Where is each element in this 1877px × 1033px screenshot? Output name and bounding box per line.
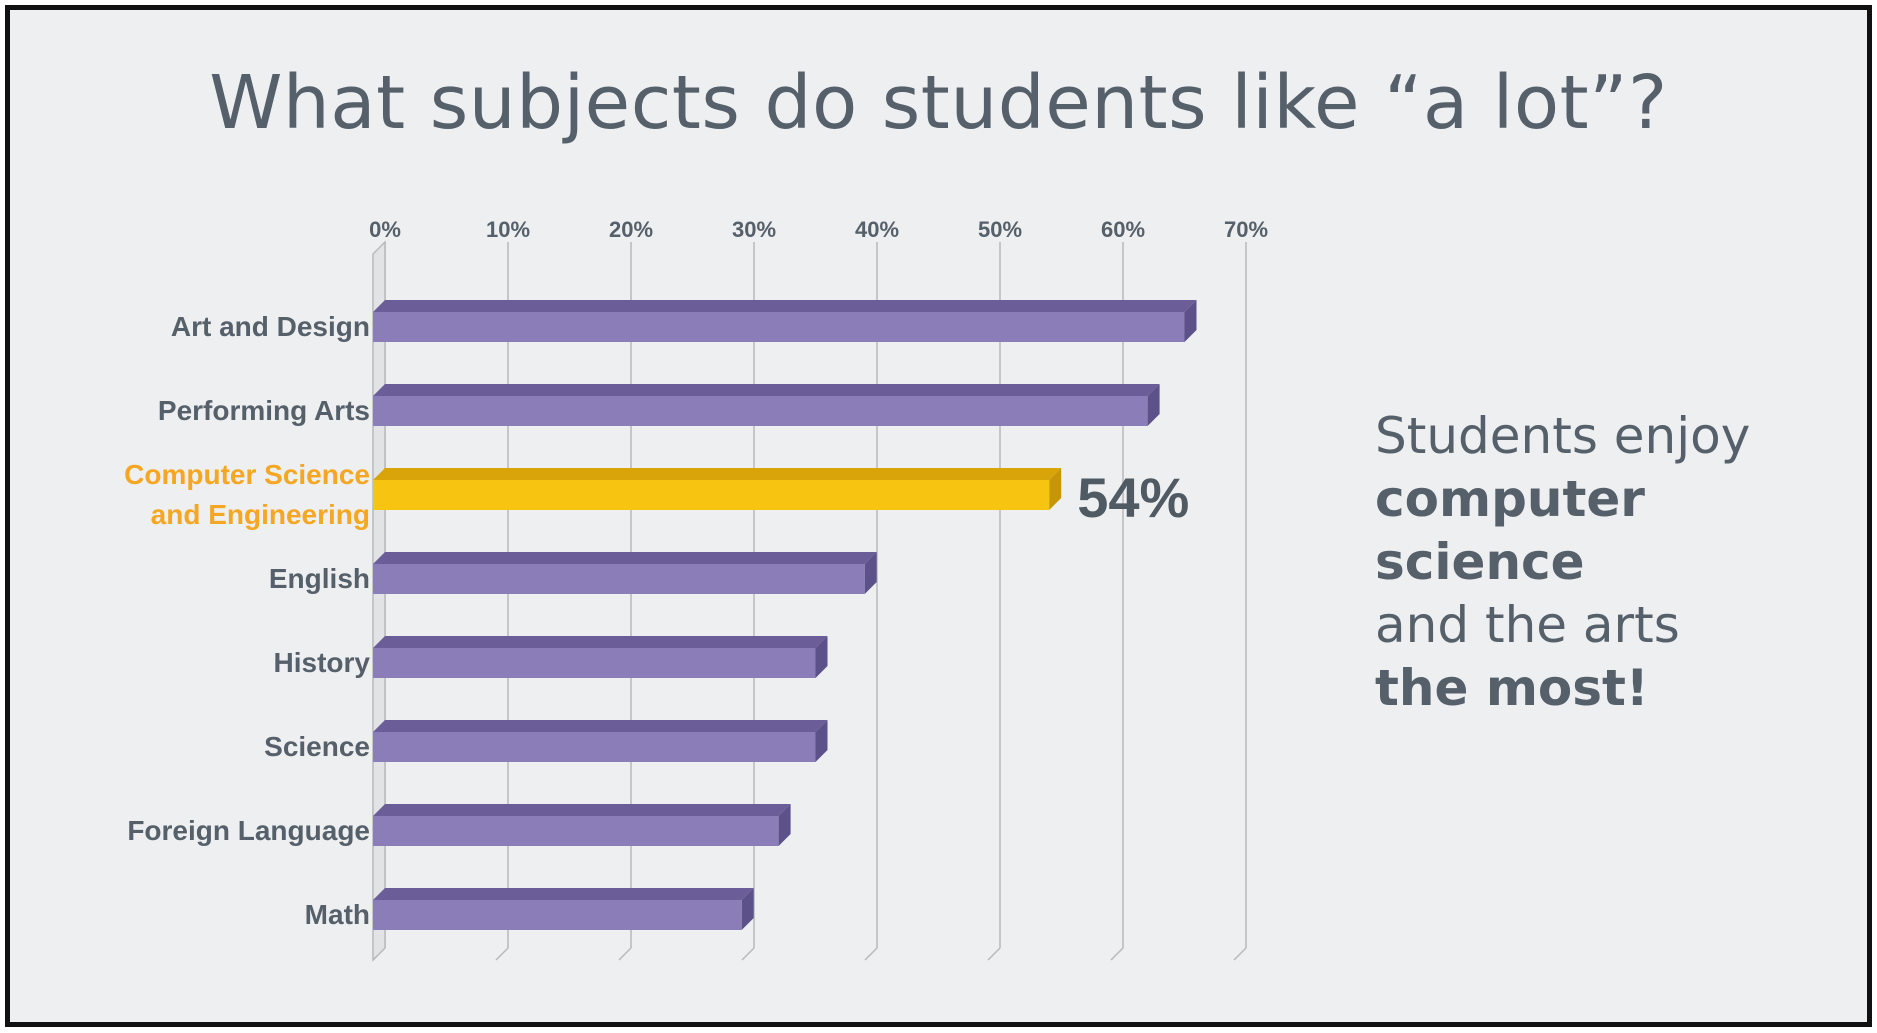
bar-end	[815, 636, 828, 678]
bar-end	[815, 720, 828, 762]
category-label-line: Computer Science	[124, 459, 370, 490]
bar-top	[373, 636, 828, 648]
callout-text: Students enjoy computer science and the …	[1375, 405, 1750, 720]
bar-top	[373, 552, 877, 564]
gridline-foot	[495, 947, 509, 961]
bar-chart: 0% 10% 20% 30% 40% 50% 60% 70% Art and Design Per…	[124, 217, 1268, 962]
x-tick-label: 20%	[609, 217, 653, 242]
callout-line-1: Students enjoy	[1375, 407, 1751, 465]
category-label: Art and Design	[171, 311, 370, 342]
gridline-foot	[864, 947, 878, 961]
category-label: Performing Arts	[158, 395, 370, 426]
data-label: 54%	[1077, 466, 1189, 529]
gridline-foot	[987, 947, 1001, 961]
x-tick-label: 60%	[1101, 217, 1145, 242]
callout-line-2: computer	[1375, 470, 1645, 528]
bar-top	[373, 720, 828, 732]
bar	[373, 900, 742, 930]
bar-top	[373, 804, 791, 816]
gridline-foot	[618, 947, 632, 961]
callout-line-5: the most!	[1375, 659, 1649, 717]
gridline-foot	[1110, 947, 1124, 961]
bar	[373, 312, 1185, 342]
chart-title: What subjects do students like “a lot”?	[209, 60, 1668, 146]
category-label: English	[269, 563, 370, 594]
category-label-line: Foreign Language	[127, 815, 370, 846]
bar-end	[1184, 300, 1197, 342]
bar-top	[373, 300, 1197, 312]
chart-left-wall	[372, 240, 386, 962]
bar-end	[1049, 468, 1062, 510]
x-tick-label: 30%	[732, 217, 776, 242]
bar	[373, 648, 816, 678]
bar-end	[741, 888, 754, 930]
bar	[373, 732, 816, 762]
category-label: History	[274, 647, 371, 678]
x-tick-label: 70%	[1224, 217, 1268, 242]
bar	[373, 480, 1050, 510]
bar-end	[1147, 384, 1160, 426]
category-label-line: and Engineering	[151, 499, 370, 530]
bar-top	[373, 468, 1062, 480]
gridline-foot	[741, 947, 755, 961]
bar-top	[373, 888, 754, 900]
callout-line-3: science	[1375, 533, 1585, 591]
x-tick-label: 40%	[855, 217, 899, 242]
callout-line-4: and the arts	[1375, 596, 1680, 654]
x-tick-label: 50%	[978, 217, 1022, 242]
bar	[373, 396, 1148, 426]
bar	[373, 816, 779, 846]
category-label-line: Science	[264, 731, 370, 762]
category-label-line: Math	[305, 899, 370, 930]
category-label-line: English	[269, 563, 370, 594]
category-label-line: History	[274, 647, 371, 678]
x-tick-label: 0%	[369, 217, 401, 242]
category-label: Science	[264, 731, 370, 762]
category-label: Foreign Language	[127, 815, 370, 846]
gridline-foot	[1233, 947, 1247, 961]
category-label-line: Art and Design	[171, 311, 370, 342]
bar	[373, 564, 865, 594]
bar-end	[778, 804, 791, 846]
bar-top	[373, 384, 1160, 396]
x-tick-label: 10%	[486, 217, 530, 242]
category-label-line: Performing Arts	[158, 395, 370, 426]
category-label: Computer Science and Engineering	[124, 459, 370, 530]
bar-end	[864, 552, 877, 594]
chart-frame: What subjects do students like “a lot”? …	[5, 5, 1872, 1027]
category-label: Math	[305, 899, 370, 930]
